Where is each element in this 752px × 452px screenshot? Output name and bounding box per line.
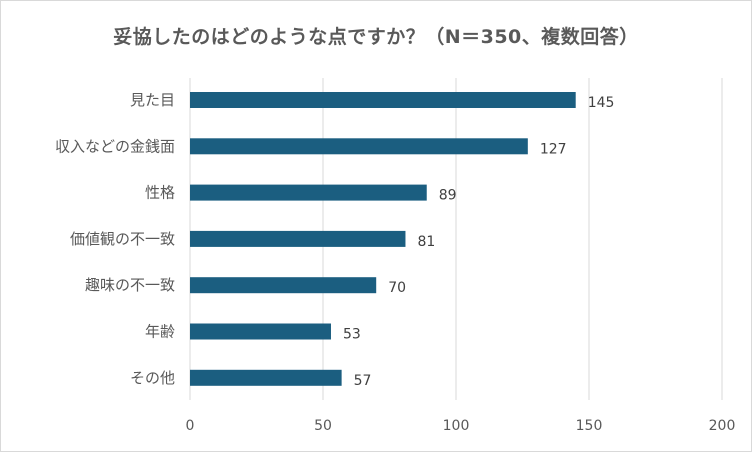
data-label: 53 bbox=[343, 327, 361, 343]
x-tick-label: 100 bbox=[443, 418, 470, 434]
bar bbox=[190, 323, 331, 340]
category-label: その他 bbox=[130, 369, 175, 387]
data-label: 57 bbox=[354, 373, 372, 389]
bar bbox=[190, 369, 342, 386]
category-label: 年齢 bbox=[145, 323, 175, 341]
data-label: 70 bbox=[388, 280, 406, 296]
x-tick-label: 200 bbox=[709, 418, 736, 434]
category-label: 収入などの金銭面 bbox=[55, 137, 175, 155]
x-tick-label: 150 bbox=[576, 418, 603, 434]
category-label: 性格 bbox=[145, 184, 175, 202]
bar bbox=[190, 230, 406, 247]
bar bbox=[190, 138, 528, 155]
data-label: 127 bbox=[540, 141, 567, 157]
bar bbox=[190, 184, 427, 201]
chart-title: 妥協したのはどのような点ですか？（N＝350、複数回答） bbox=[113, 26, 639, 48]
category-label: 価値観の不一致 bbox=[70, 230, 175, 248]
data-label: 81 bbox=[417, 234, 435, 250]
data-label: 89 bbox=[439, 188, 457, 204]
x-tick-label: 0 bbox=[186, 418, 195, 434]
x-tick-label: 50 bbox=[314, 418, 332, 434]
category-label: 見た目 bbox=[130, 91, 175, 109]
bar bbox=[190, 277, 377, 294]
data-label: 145 bbox=[588, 95, 615, 111]
bar bbox=[190, 92, 576, 108]
category-label: 趣味の不一致 bbox=[85, 276, 175, 294]
